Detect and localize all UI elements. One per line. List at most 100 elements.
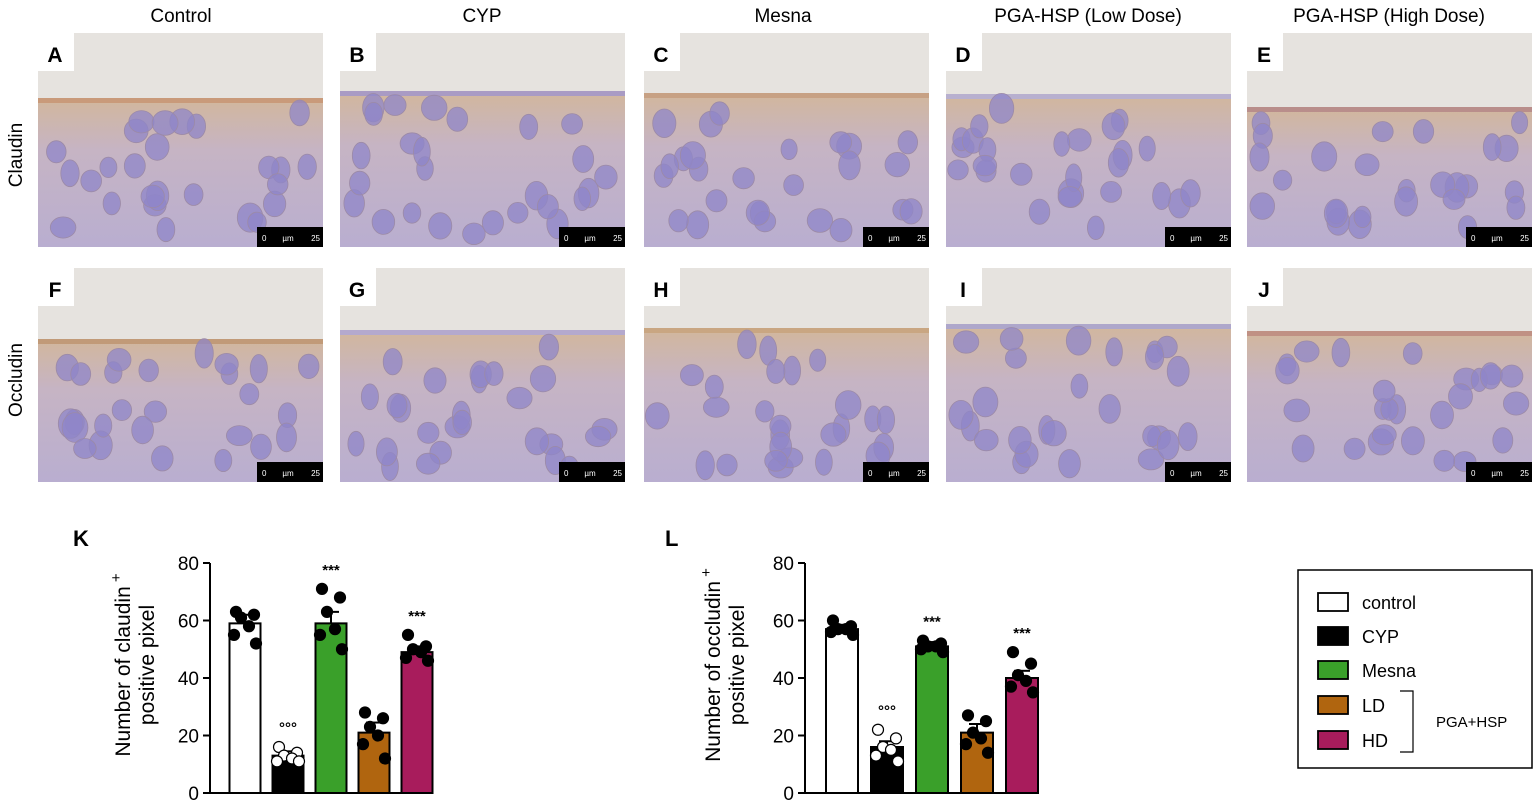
panel-letter-box [1247, 268, 1283, 306]
cell-nucleus [537, 194, 559, 220]
cell-nucleus [652, 108, 677, 139]
micrograph-grid: A 0 µm 25 B 0 µm 25 C 0 µm 25 D 0 µm 25 E 0 µm 25 F 0 µm 25 G 0 µm… [38, 33, 1532, 482]
data-point [315, 582, 329, 595]
micrograph-panel: H 0 µm 25 [644, 268, 929, 482]
cell-nucleus [106, 347, 132, 372]
scale-bar-background [1165, 227, 1231, 247]
cell-nucleus [572, 145, 595, 173]
micrograph-panel: G 0 µm 25 [340, 268, 625, 482]
scale-bar-unit: µm [282, 234, 294, 243]
cell-nucleus [519, 113, 539, 140]
cell-nucleus [70, 362, 92, 386]
data-point [974, 732, 988, 745]
tissue-surface-edge [1247, 107, 1532, 112]
cell-nucleus [140, 184, 165, 209]
significance-annotation: *** [322, 562, 340, 579]
panel-letter: J [1258, 279, 1270, 302]
legend-label: Mesna [1362, 661, 1417, 681]
data-point [328, 623, 342, 636]
cell-nucleus [1402, 342, 1423, 365]
y-axis-label-line2: positive pixel [726, 605, 749, 725]
legend-label: CYP [1362, 627, 1399, 647]
cell-nucleus [484, 361, 504, 386]
cell-nucleus [686, 210, 710, 240]
cell-nucleus [1145, 343, 1165, 370]
cell-nucleus [1249, 192, 1276, 220]
cell-nucleus [402, 202, 422, 224]
cell-nucleus [1180, 179, 1201, 208]
cell-nucleus [1067, 128, 1092, 152]
cell-nucleus [360, 383, 379, 411]
data-point [333, 591, 347, 604]
scale-bar-background [1165, 462, 1231, 482]
cell-nucleus [952, 330, 980, 354]
column-header-mesna: Mesna [754, 6, 811, 27]
data-point [889, 732, 903, 745]
cell-nucleus [1412, 119, 1435, 144]
cell-nucleus [1331, 337, 1351, 368]
cell-nucleus [1101, 112, 1126, 141]
data-point [914, 643, 928, 656]
data-point [401, 628, 415, 641]
y-tick-label: 0 [188, 784, 199, 805]
data-point [936, 646, 950, 659]
cell-nucleus [705, 189, 728, 213]
cell-nucleus [423, 367, 447, 394]
legend-swatch [1317, 626, 1349, 646]
micrograph-panel: J 0 µm 25 [1247, 268, 1532, 482]
tissue-surface-edge [644, 93, 929, 98]
scale-bar-start: 0 [564, 234, 569, 243]
cell-nucleus [351, 141, 371, 170]
significance-annotation: °°° [878, 703, 896, 720]
cell-nucleus [1040, 420, 1067, 447]
scale-bar: 0 µm 25 [257, 462, 323, 482]
cell-nucleus [49, 216, 77, 239]
data-point [1019, 674, 1033, 687]
tissue-surface-edge [340, 91, 625, 96]
significance-annotation: *** [1013, 625, 1031, 642]
y-tick-label: 60 [773, 612, 794, 633]
data-point [227, 628, 241, 641]
cell-nucleus [151, 445, 174, 472]
cell-nucleus [183, 183, 204, 206]
cell-nucleus [1482, 133, 1502, 161]
y-axis-label-superscript: + [108, 573, 125, 586]
cell-nucleus [1087, 215, 1105, 241]
panel-letter: H [653, 279, 668, 302]
panel-letter-box [38, 268, 74, 306]
panel-letter-box [946, 33, 982, 71]
panel-letter-box [340, 268, 376, 306]
legend-item-mesna: Mesna [1317, 660, 1417, 681]
legend-swatch [1317, 695, 1349, 715]
cell-nucleus [102, 191, 121, 216]
scale-bar-end: 25 [1219, 234, 1228, 243]
significance-annotation: *** [408, 608, 426, 625]
scale-bar: 0 µm 25 [863, 227, 929, 247]
cell-nucleus [267, 173, 289, 196]
cell-nucleus [1275, 357, 1300, 385]
data-point [414, 646, 428, 659]
cell-nucleus [349, 170, 371, 196]
data-point [313, 628, 327, 641]
cell-nucleus [806, 208, 834, 233]
data-point [824, 625, 838, 639]
data-point [363, 720, 377, 733]
cell-nucleus [1070, 373, 1089, 399]
cell-nucleus [764, 449, 788, 472]
cell-nucleus [1353, 205, 1372, 228]
scale-bar-end: 25 [613, 469, 622, 478]
bar-control [228, 622, 262, 794]
cell-nucleus [561, 113, 583, 135]
scale-bar-background [257, 227, 323, 247]
cell-nucleus [194, 338, 214, 369]
y-tick-label: 20 [773, 727, 794, 748]
panel-letter-box [38, 33, 74, 71]
panel-letter-box [644, 33, 680, 71]
data-point [959, 738, 973, 751]
tissue-surface-edge [340, 330, 625, 335]
cell-nucleus [507, 202, 529, 224]
cell-nucleus [375, 437, 398, 467]
scale-bar-unit: µm [888, 469, 900, 478]
cell-nucleus [1401, 426, 1425, 456]
cell-nucleus [416, 452, 441, 475]
